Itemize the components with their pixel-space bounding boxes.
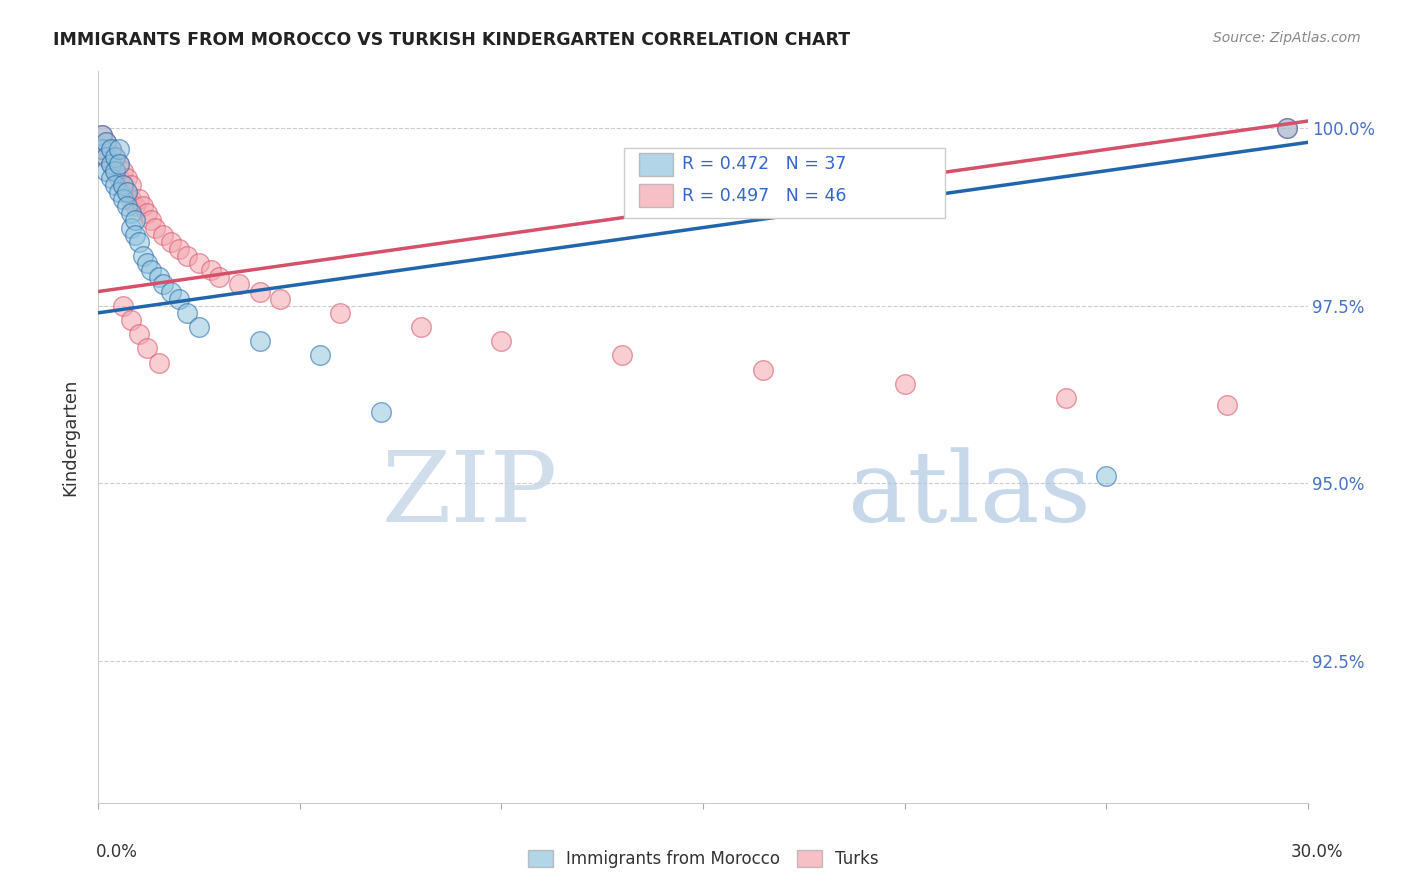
Point <box>269 292 291 306</box>
Point <box>188 320 211 334</box>
Point <box>100 143 122 157</box>
Point <box>100 143 122 157</box>
Point <box>128 327 150 342</box>
Point <box>91 143 114 157</box>
Point <box>107 156 129 170</box>
Point <box>249 285 271 299</box>
Point <box>96 136 118 150</box>
Point <box>100 170 122 185</box>
Point <box>120 206 142 220</box>
Point <box>103 178 125 192</box>
Point <box>124 199 146 213</box>
Point <box>152 227 174 242</box>
Point <box>107 185 129 199</box>
Point <box>1054 391 1077 405</box>
Point <box>100 156 122 170</box>
Point <box>1216 398 1239 412</box>
Text: 0.0%: 0.0% <box>96 843 138 861</box>
Point <box>120 313 142 327</box>
Point <box>115 185 138 199</box>
FancyBboxPatch shape <box>624 148 945 218</box>
Point <box>152 277 174 292</box>
Point <box>160 235 183 249</box>
Point <box>370 405 392 419</box>
Point <box>128 235 150 249</box>
Point <box>103 150 125 164</box>
Point <box>200 263 222 277</box>
Point <box>111 192 134 206</box>
Point <box>228 277 250 292</box>
Point <box>139 263 162 277</box>
Point <box>752 362 775 376</box>
Point <box>249 334 271 349</box>
Point <box>176 249 198 263</box>
Point <box>103 163 125 178</box>
Point <box>612 348 634 362</box>
Point <box>120 220 142 235</box>
Text: R = 0.497   N = 46: R = 0.497 N = 46 <box>682 186 846 204</box>
Point <box>103 150 125 164</box>
Point <box>107 170 129 185</box>
Point <box>107 156 129 170</box>
Point <box>1277 121 1299 136</box>
Point <box>143 220 166 235</box>
Point <box>96 136 118 150</box>
Point <box>124 227 146 242</box>
Point <box>96 163 118 178</box>
Point <box>135 256 157 270</box>
Y-axis label: Kindergarten: Kindergarten <box>62 378 80 496</box>
Point <box>120 192 142 206</box>
Point <box>309 348 332 362</box>
Point <box>139 213 162 227</box>
Point <box>120 178 142 192</box>
Point <box>128 192 150 206</box>
Point <box>188 256 211 270</box>
Point <box>124 213 146 227</box>
Point <box>176 306 198 320</box>
Point <box>115 170 138 185</box>
Point <box>111 299 134 313</box>
Point <box>167 242 190 256</box>
Point <box>111 178 134 192</box>
Point <box>111 163 134 178</box>
Bar <box>638 153 673 176</box>
Text: atlas: atlas <box>848 448 1091 543</box>
Point <box>96 150 118 164</box>
Text: R = 0.472   N = 37: R = 0.472 N = 37 <box>682 155 846 173</box>
Point <box>100 156 122 170</box>
Point <box>91 143 114 157</box>
Point <box>96 150 118 164</box>
Bar <box>638 184 673 208</box>
Point <box>208 270 231 285</box>
Point <box>91 128 114 143</box>
Point <box>107 143 129 157</box>
Point <box>135 341 157 355</box>
Text: ZIP: ZIP <box>381 448 558 543</box>
Point <box>167 292 190 306</box>
Point <box>893 376 915 391</box>
Point <box>160 285 183 299</box>
Point <box>115 185 138 199</box>
Point <box>148 355 170 369</box>
Point <box>491 334 513 349</box>
Text: Source: ZipAtlas.com: Source: ZipAtlas.com <box>1213 31 1361 45</box>
Point <box>409 320 432 334</box>
Point <box>329 306 352 320</box>
Point <box>135 206 157 220</box>
Point <box>148 270 170 285</box>
Point <box>132 249 155 263</box>
Text: 30.0%: 30.0% <box>1291 843 1343 861</box>
Point <box>111 178 134 192</box>
Point <box>115 199 138 213</box>
Text: IMMIGRANTS FROM MOROCCO VS TURKISH KINDERGARTEN CORRELATION CHART: IMMIGRANTS FROM MOROCCO VS TURKISH KINDE… <box>53 31 851 49</box>
Point <box>132 199 155 213</box>
Point <box>1095 469 1118 483</box>
Point <box>103 163 125 178</box>
Point <box>1277 121 1299 136</box>
Point <box>91 128 114 143</box>
Legend: Immigrants from Morocco, Turks: Immigrants from Morocco, Turks <box>520 844 886 875</box>
